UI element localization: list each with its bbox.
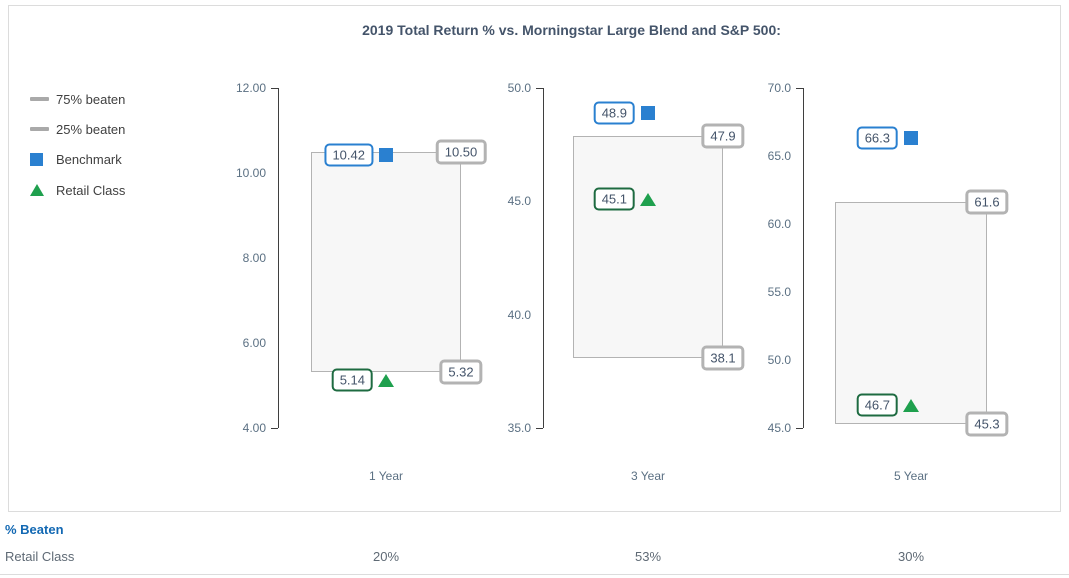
legend-item-75-beaten: 75% beaten bbox=[30, 88, 125, 110]
legend-item-25-beaten: 25% beaten bbox=[30, 118, 125, 140]
25-beaten-line-icon bbox=[30, 127, 56, 131]
benchmark-value-label: 66.3 bbox=[856, 126, 898, 150]
y-axis-bottom-tick bbox=[536, 428, 543, 429]
legend-item-benchmark: Benchmark bbox=[30, 148, 122, 170]
y-tick-label: 35.0 bbox=[507, 421, 531, 435]
y-axis bbox=[803, 88, 804, 428]
retail-value-label: 5.14 bbox=[331, 368, 373, 392]
beaten-75-value-label: 47.9 bbox=[701, 123, 745, 149]
benchmark-marker bbox=[379, 148, 393, 163]
x-category-label: 1 Year bbox=[368, 469, 404, 483]
y-axis-top-tick bbox=[796, 88, 803, 89]
beaten-75-value-label: 10.50 bbox=[435, 139, 487, 165]
percent-beaten-1-year: 20% bbox=[372, 549, 400, 564]
percent-beaten-5-year: 30% bbox=[897, 549, 925, 564]
footer-divider bbox=[0, 574, 1069, 575]
retail-value-label: 45.1 bbox=[593, 187, 635, 211]
beaten-75-value-label: 61.6 bbox=[965, 189, 1009, 215]
y-axis bbox=[278, 88, 279, 428]
quartile-range-box bbox=[311, 151, 461, 372]
y-tick-label: 10.00 bbox=[235, 166, 266, 180]
y-tick-label: 8.00 bbox=[242, 251, 266, 265]
retail-class-marker bbox=[903, 398, 919, 412]
chart-title: 2019 Total Return % vs. Morningstar Larg… bbox=[362, 22, 781, 38]
y-tick-label: 45.0 bbox=[507, 194, 531, 209]
quartile-range-box bbox=[573, 135, 723, 358]
quartile-range-box bbox=[835, 202, 987, 424]
legend-label: Benchmark bbox=[56, 151, 122, 167]
y-axis-top-tick bbox=[271, 88, 278, 89]
legend-label: 25% beaten bbox=[56, 121, 126, 137]
y-tick-label: 50.0 bbox=[767, 353, 791, 367]
percent-beaten-3-year: 53% bbox=[634, 549, 662, 564]
benchmark-value-label: 48.9 bbox=[593, 101, 635, 125]
retail-value-label: 46.7 bbox=[856, 393, 898, 417]
y-tick-label: 70.0 bbox=[767, 81, 791, 95]
benchmark-square-icon bbox=[30, 152, 56, 166]
beaten-25-value-label: 45.3 bbox=[965, 411, 1009, 437]
retail-class-triangle-icon bbox=[30, 184, 56, 196]
benchmark-marker bbox=[904, 131, 918, 146]
retail-class-marker bbox=[378, 373, 394, 387]
y-tick-label: 45.0 bbox=[767, 421, 791, 435]
y-tick-label: 40.0 bbox=[507, 307, 531, 322]
legend-label: Retail Class bbox=[56, 182, 126, 198]
y-axis-bottom-tick bbox=[796, 428, 803, 429]
beaten-25-value-label: 38.1 bbox=[701, 345, 745, 371]
75-beaten-line-icon bbox=[30, 97, 56, 101]
percent-beaten-heading: % Beaten bbox=[5, 522, 64, 537]
y-tick-label: 6.00 bbox=[242, 336, 266, 350]
x-category-label: 3 Year bbox=[630, 469, 666, 483]
y-tick-label: 55.0 bbox=[767, 285, 791, 299]
benchmark-value-label: 10.42 bbox=[324, 143, 373, 167]
y-axis-top-tick bbox=[536, 88, 543, 89]
y-tick-label: 4.00 bbox=[242, 421, 266, 435]
y-tick-label: 50.0 bbox=[507, 81, 531, 95]
y-tick-label: 12.00 bbox=[235, 81, 266, 95]
retail-class-row-label: Retail Class bbox=[5, 549, 75, 564]
y-axis-bottom-tick bbox=[271, 428, 278, 429]
y-tick-label: 65.0 bbox=[767, 149, 791, 163]
benchmark-marker bbox=[641, 105, 655, 120]
x-category-label: 5 Year bbox=[893, 469, 929, 483]
legend-item-retail-class: Retail Class bbox=[30, 179, 125, 201]
y-axis bbox=[543, 88, 544, 428]
retail-class-marker bbox=[640, 193, 656, 207]
legend-label: 75% beaten bbox=[56, 91, 126, 107]
beaten-25-value-label: 5.32 bbox=[439, 359, 483, 385]
y-tick-label: 60.0 bbox=[767, 217, 791, 231]
